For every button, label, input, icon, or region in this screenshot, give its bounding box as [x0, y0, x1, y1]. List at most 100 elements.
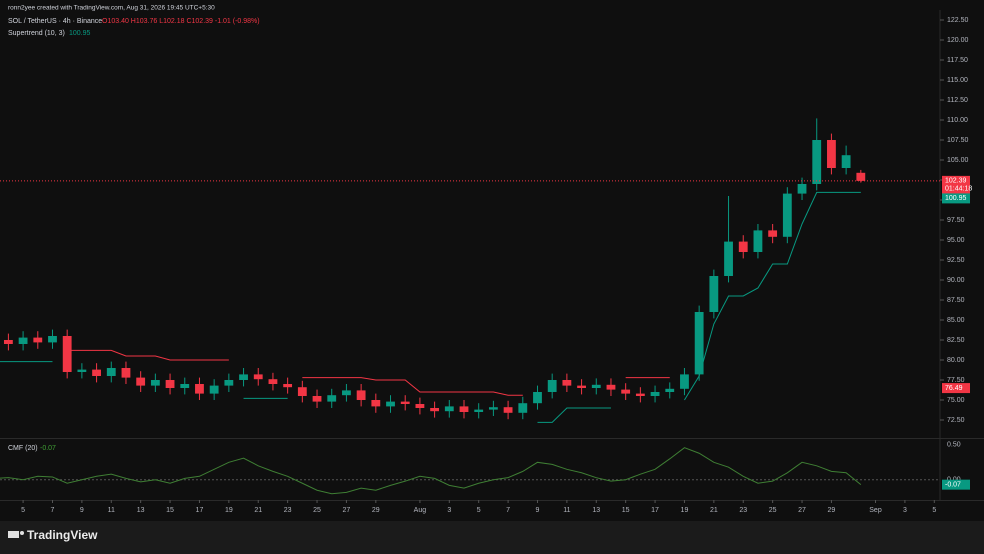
x-tick-label: 29 — [372, 507, 380, 514]
price-tag — [942, 175, 970, 194]
y-tick-label: 80.00 — [947, 357, 965, 364]
candle-body — [283, 384, 293, 388]
supertrend-line — [302, 377, 523, 396]
candle-body — [415, 404, 425, 408]
candle-body — [797, 184, 807, 194]
candle-body — [3, 340, 13, 344]
y-tick-label: 105.00 — [947, 157, 969, 164]
x-tick-label: 9 — [80, 507, 84, 514]
candle-body — [18, 337, 28, 344]
x-tick-label: 23 — [284, 507, 292, 514]
plot-area — [0, 118, 940, 495]
x-tick-label: 29 — [828, 507, 836, 514]
y-tick-label: 122.50 — [947, 17, 969, 24]
y-tick-label: 107.50 — [947, 137, 969, 144]
x-tick-label: 15 — [166, 507, 174, 514]
x-tick-label: 13 — [137, 507, 145, 514]
candle-body — [268, 379, 278, 384]
candle-body — [62, 336, 72, 372]
candle-body — [533, 392, 542, 404]
x-tick-label: 21 — [254, 507, 262, 514]
x-tick-label: 7 — [506, 507, 510, 514]
indicator-name: Supertrend (10, 3) — [8, 30, 65, 37]
candle-body — [386, 401, 395, 407]
candle-body — [650, 392, 660, 396]
candle-body — [106, 368, 116, 376]
x-tick-label: 25 — [313, 507, 321, 514]
candle-body — [841, 155, 851, 168]
supertrend-line — [67, 349, 229, 361]
chart-background — [0, 0, 984, 521]
y-tick-label: 120.00 — [947, 37, 969, 44]
candle-body — [680, 374, 689, 389]
candle-body — [621, 389, 631, 394]
x-tick-label: 9 — [536, 507, 540, 514]
candle-body — [400, 401, 410, 404]
countdown: 01:44:18 — [945, 186, 972, 193]
candle-body — [136, 377, 146, 386]
candle-body — [577, 385, 586, 388]
x-tick-label: 11 — [108, 507, 115, 514]
brand-logo: TradingView — [8, 528, 98, 542]
chart-title: SOL / TetherUS · 4h · Binance — [8, 18, 102, 25]
candle-body — [856, 172, 866, 181]
candle-body — [709, 276, 719, 312]
credit: ronn2yee created with TradingView.com, A… — [8, 5, 215, 12]
candle-body — [356, 390, 366, 400]
x-tick-label: 19 — [681, 507, 689, 514]
candle-body — [150, 380, 160, 386]
y-tick-label: 92.50 — [947, 257, 965, 264]
candle-body — [753, 230, 763, 252]
x-tick-label: Aug — [414, 507, 427, 514]
x-tick-label: 17 — [196, 507, 204, 514]
supertrend-line — [537, 407, 611, 423]
y-tick-label: 95.00 — [947, 237, 965, 244]
candle-body — [33, 337, 43, 343]
x-tick-label: Sep — [869, 507, 882, 514]
y-tick-label: 0.50 — [947, 442, 961, 449]
cmf-line — [0, 447, 862, 495]
candle-body — [195, 384, 204, 394]
candle-body — [591, 384, 601, 388]
x-tick-label: 23 — [739, 507, 747, 514]
candle-body — [180, 384, 190, 388]
candle-body — [342, 390, 351, 396]
candle-body — [253, 374, 263, 380]
candle-body — [312, 396, 322, 402]
price-tag-label: 100.95 — [945, 195, 967, 202]
y-tick-label: 90.00 — [947, 277, 965, 284]
candle-body — [503, 407, 513, 413]
candle-body — [488, 407, 498, 410]
logo-mark — [8, 531, 19, 538]
candle-body — [121, 368, 131, 378]
candle-body — [371, 400, 381, 407]
y-tick-label: 85.00 — [947, 317, 965, 324]
cmf-tag-label: -0.07 — [945, 481, 961, 488]
price-tag — [942, 193, 970, 204]
x-tick-label: 5 — [21, 507, 25, 514]
candle-body — [430, 408, 440, 412]
y-tick-label: 97.50 — [947, 217, 965, 224]
x-tick-label: 5 — [932, 507, 936, 514]
x-tick-label: 27 — [798, 507, 806, 514]
candle-body — [48, 336, 57, 343]
price-tag-label: 102.39 — [945, 178, 967, 185]
candle-body — [562, 380, 572, 386]
supertrend-line — [684, 191, 861, 401]
candle-body — [92, 369, 101, 376]
price-tag-label: 76.49 — [945, 385, 963, 392]
candle-body — [724, 241, 733, 276]
candle-body — [827, 140, 836, 168]
x-tick-label: 13 — [592, 507, 600, 514]
x-tick-label: 7 — [51, 507, 55, 514]
y-tick-label: 112.50 — [947, 97, 968, 104]
y-tick-label: 87.50 — [947, 297, 965, 304]
candle-body — [768, 230, 778, 237]
candle-body — [738, 241, 748, 252]
cmf-tag — [942, 479, 970, 490]
x-tick-label: 19 — [225, 507, 233, 514]
x-tick-label: 21 — [710, 507, 718, 514]
candle-body — [165, 380, 175, 388]
candle-body — [812, 140, 822, 184]
